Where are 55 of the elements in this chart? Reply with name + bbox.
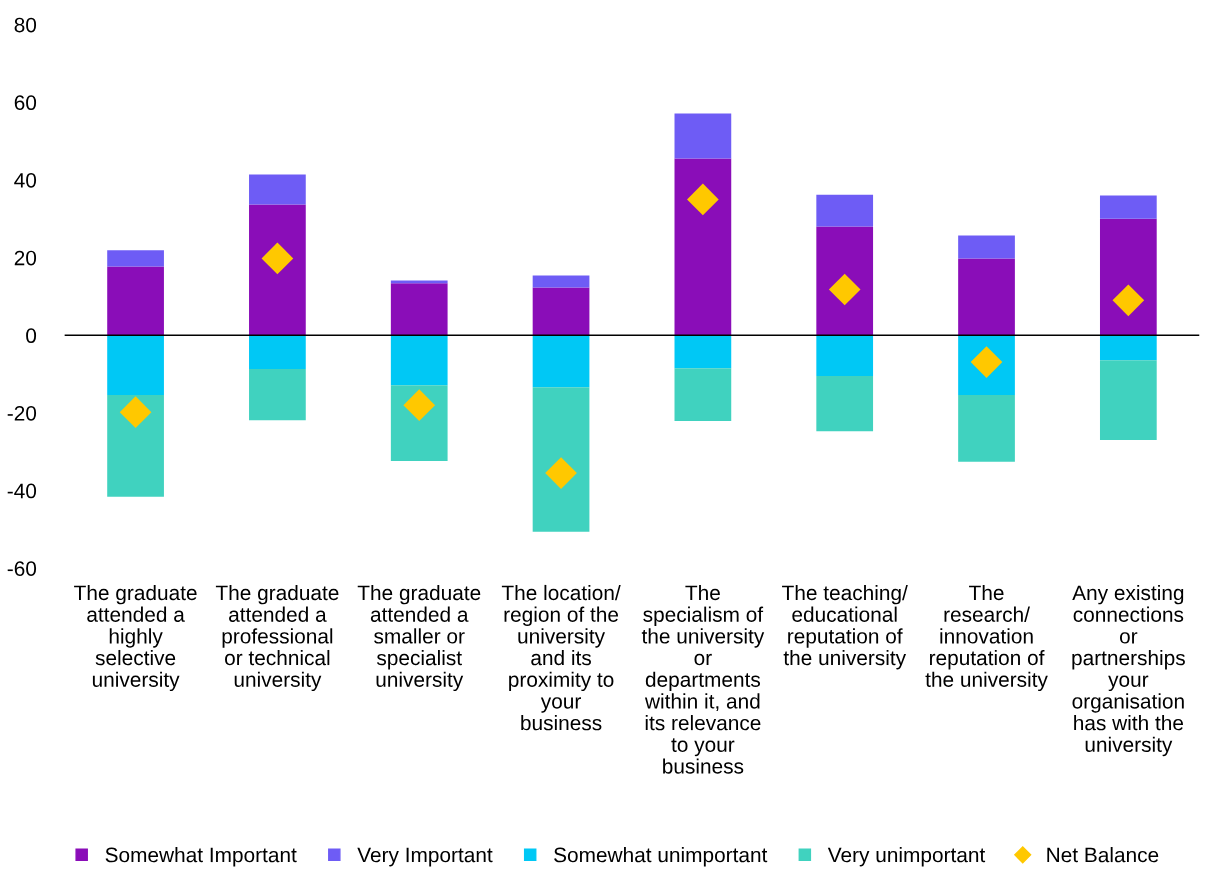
bar <box>390 335 448 386</box>
bar <box>1099 195 1157 219</box>
bar <box>249 335 306 370</box>
bar <box>1099 360 1157 441</box>
point <box>119 396 152 428</box>
y-tick-label: 40 <box>14 172 37 188</box>
category-label: The specialism of the university or departments within it, and its relevance to your business <box>641 584 765 774</box>
x-tick-label: The teaching/ educational reputation of the university <box>782 584 908 670</box>
bar <box>674 335 732 369</box>
point <box>1112 284 1145 317</box>
bar <box>958 258 1015 336</box>
y-tick-label: -40 <box>7 483 37 499</box>
y-tick-label: 20 <box>14 250 37 266</box>
y-tick-label: 80 <box>14 17 37 33</box>
x-tick-label: The graduate attended a smaller or specialist university <box>357 584 481 692</box>
bar <box>107 266 164 336</box>
x-tick-label: The location/ region of the university and its proximity to your business <box>501 584 621 731</box>
bar <box>107 335 164 396</box>
bar <box>249 174 306 205</box>
legend-label: Somewhat Important <box>105 847 297 867</box>
bar <box>674 113 732 159</box>
point <box>403 389 436 422</box>
bar <box>958 235 1015 259</box>
bar <box>816 194 874 227</box>
bar <box>674 158 732 336</box>
legend-label: Net Balance <box>1047 847 1159 863</box>
bar <box>390 283 448 336</box>
bar <box>532 387 590 532</box>
x-tick-label: The graduate attended a highly selective university <box>74 584 197 692</box>
bar <box>1099 218 1157 336</box>
legend-label: Somewhat unimportant <box>554 847 768 867</box>
bar <box>532 275 590 288</box>
point <box>545 457 577 489</box>
bar <box>816 226 874 336</box>
bar <box>958 395 1015 462</box>
bar <box>1099 335 1157 361</box>
bar <box>532 335 590 388</box>
bar <box>107 395 164 497</box>
x-tick-label: The research/ innovation reputation of the university <box>925 584 1048 692</box>
bar <box>674 368 732 422</box>
x-tick-label: The graduate attended a professional or technical university <box>215 584 339 692</box>
bar <box>249 204 306 336</box>
bar <box>249 369 306 421</box>
legend-label: Very Important <box>357 847 493 867</box>
y-tick-label: 0 <box>26 328 37 344</box>
x-tick-label: Any existing connections or partnerships your organisation has with the university <box>1072 584 1185 757</box>
legend-label: Very unimportant <box>827 847 986 867</box>
bar <box>532 287 590 336</box>
bar <box>816 376 874 432</box>
point <box>687 183 719 216</box>
y-tick-label: 60 <box>14 95 37 111</box>
bar <box>107 250 164 267</box>
bar <box>816 335 874 377</box>
y-tick-label: -20 <box>7 405 37 421</box>
y-tick-label: -60 <box>7 561 37 576</box>
